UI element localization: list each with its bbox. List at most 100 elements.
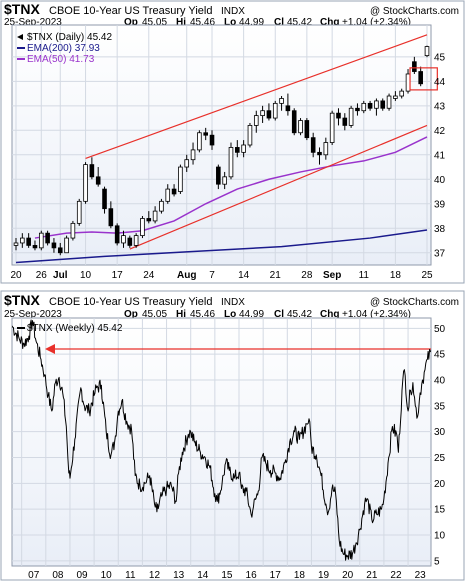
y-tick-label: 10 [434, 531, 446, 542]
candle-body [171, 188, 177, 195]
x-tick-label: 17 [112, 270, 124, 281]
x-tick-label: 17 [270, 570, 282, 581]
daily-chg-value: +1.04 (+2.34%) [342, 17, 411, 28]
candle [133, 233, 139, 248]
candle [51, 238, 57, 253]
legend-ema200: EMA(200) 37.93 [27, 43, 100, 54]
candle-body [165, 188, 171, 202]
candle-body [279, 98, 284, 104]
candle [285, 93, 291, 116]
daily-op-label: Op [124, 17, 138, 28]
y-tick-label: 38 [434, 224, 446, 235]
x-tick-label: 21 [366, 570, 378, 581]
legend-weekly-price: $TNX (Weekly) 45.42 [27, 323, 123, 334]
x-tick-label: 10 [80, 270, 92, 281]
weekly-reference-line [45, 344, 431, 354]
candle [317, 147, 322, 165]
candle [165, 184, 171, 204]
candle-body [342, 117, 348, 126]
ema200-line [15, 229, 428, 264]
daily-marker [409, 67, 438, 91]
legend-daily-price: $TNX (Daily) 45.42 [27, 32, 112, 43]
candle-body [159, 200, 164, 212]
x-tick-label: 14 [238, 270, 250, 281]
x-tick-label: 28 [301, 270, 313, 281]
candle-body [13, 242, 19, 246]
daily-exchange: INDX [221, 6, 245, 17]
candle [253, 110, 259, 133]
candle [424, 45, 430, 58]
candle-body [178, 166, 183, 192]
x-tick-label: 16 [246, 570, 258, 581]
weekly-gridlines [12, 318, 431, 566]
candle [216, 164, 221, 190]
candle-body [140, 218, 145, 237]
candle-body [329, 112, 335, 143]
candle-body [45, 232, 50, 244]
x-tick-label: 07 [28, 570, 40, 581]
candle [178, 164, 183, 194]
candle-body [197, 132, 202, 151]
candle-body [361, 102, 367, 112]
x-tick-label: 13 [173, 570, 185, 581]
daily-legend: $TNX (Daily) 45.42 EMA(200) 37.93 EMA(50… [17, 32, 112, 65]
x-tick-label: 10 [101, 570, 113, 581]
candle [342, 113, 348, 131]
x-tick-label: 25 [421, 270, 433, 281]
daily-trendlines [85, 34, 428, 250]
candle-body [241, 144, 246, 153]
daily-lo-value: 44.99 [239, 17, 264, 28]
candle-body [32, 245, 38, 249]
x-tick-label: 24 [143, 270, 155, 281]
candle [171, 184, 177, 197]
weekly-price-line [12, 319, 431, 561]
weekly-exchange: INDX [221, 297, 245, 308]
daily-plot-area [11, 24, 432, 266]
y-tick-label: 20 [434, 479, 446, 490]
y-tick-label: 45 [434, 52, 446, 63]
x-tick-label: 26 [36, 270, 48, 281]
y-tick-label: 40 [434, 376, 446, 387]
candle [367, 100, 373, 111]
candle-body [20, 237, 25, 244]
y-tick-label: 5 [434, 556, 440, 567]
candle [291, 108, 297, 136]
candle-body [386, 95, 392, 109]
candle-body [253, 115, 259, 126]
weekly-chg-label: Chg [320, 309, 339, 320]
candle [380, 98, 386, 111]
candle [310, 132, 316, 158]
x-tick-label: 21 [270, 270, 282, 281]
candle [26, 233, 31, 248]
x-tick-label: Aug [177, 270, 196, 281]
candle-body [228, 147, 234, 178]
x-tick-label: 7 [209, 270, 215, 281]
candle [386, 93, 392, 111]
candle [235, 140, 240, 158]
candle [140, 216, 145, 239]
weekly-legend: $TNX (Weekly) 45.42 [17, 323, 123, 334]
candle [260, 105, 265, 123]
candle [127, 235, 133, 248]
weekly-site-credit: @ StockCharts.com [370, 297, 459, 308]
candle [102, 186, 107, 214]
candle [399, 88, 405, 99]
candle-body [405, 73, 411, 92]
candle-body [89, 164, 95, 178]
candle-body [57, 247, 63, 254]
candle-body [418, 71, 423, 85]
candle-body [127, 237, 133, 246]
daily-ema-lines [15, 136, 428, 264]
y-tick-label: 44 [434, 77, 446, 88]
weekly-hi-label: Hi [176, 309, 186, 320]
candle-body [380, 100, 386, 109]
ema50-line [34, 136, 428, 239]
candle [83, 162, 88, 204]
candle-body [336, 112, 341, 119]
candle [190, 142, 196, 165]
candle [146, 211, 152, 224]
candle [412, 56, 417, 74]
candle [355, 103, 360, 116]
candle [323, 137, 329, 160]
